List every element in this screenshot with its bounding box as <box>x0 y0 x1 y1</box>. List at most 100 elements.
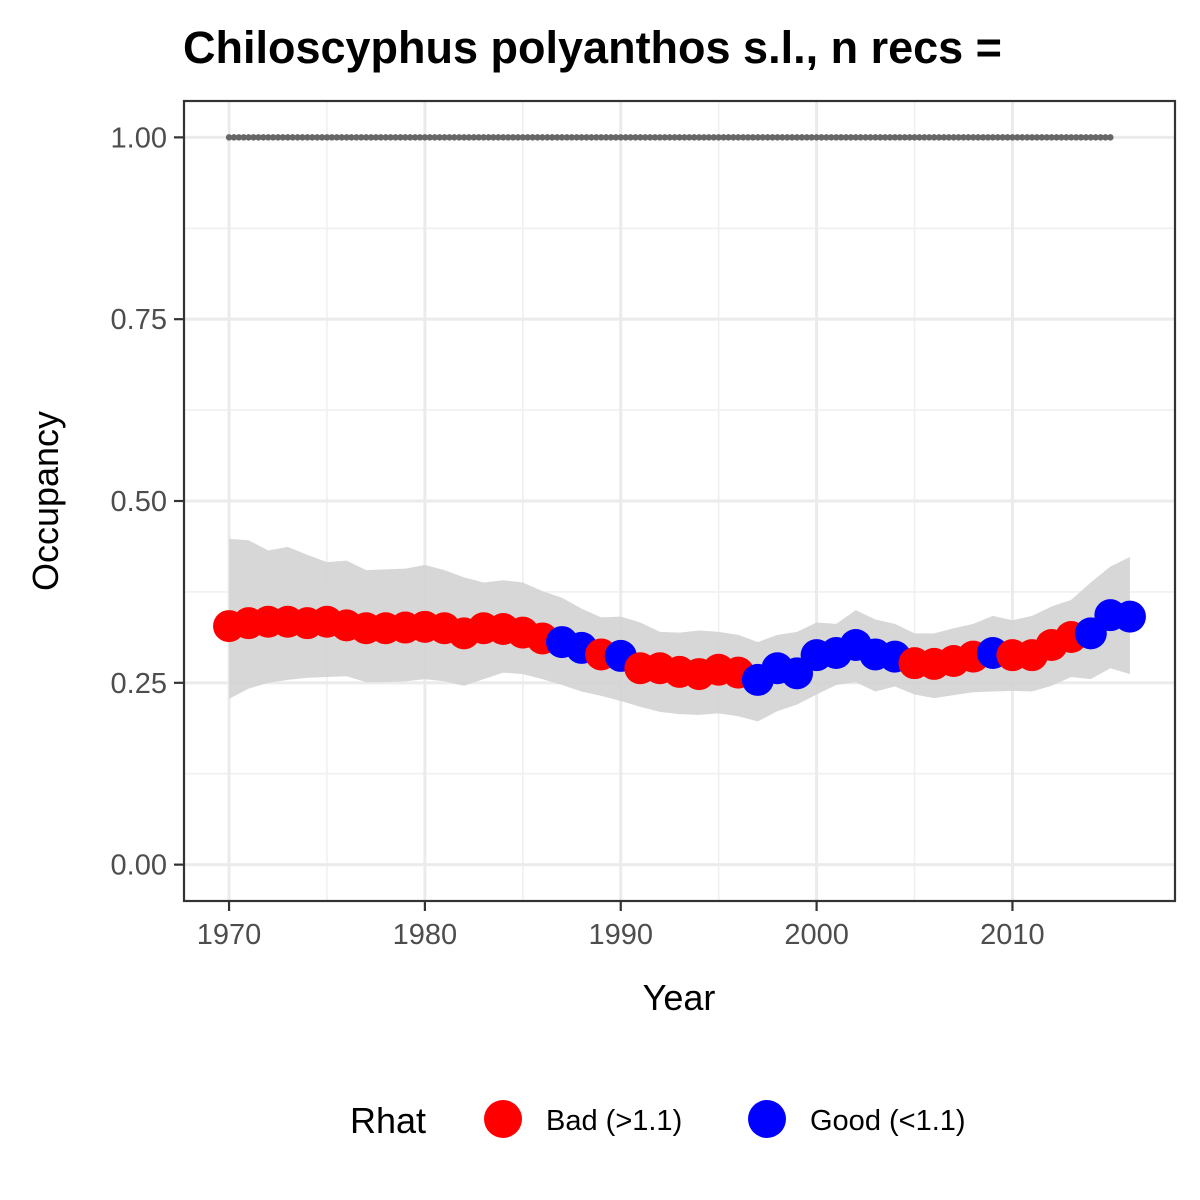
reference-dot <box>309 134 316 141</box>
reference-dot <box>622 134 629 141</box>
reference-dot <box>269 134 277 141</box>
reference-dot <box>651 134 659 141</box>
reference-dot <box>744 134 752 141</box>
reference-dot <box>563 134 571 141</box>
reference-dot <box>955 134 962 141</box>
plot-panel <box>182 99 1177 903</box>
reference-dot <box>387 134 394 141</box>
reference-dot <box>436 134 443 141</box>
reference-dot <box>926 134 933 141</box>
reference-dot <box>421 134 429 141</box>
reference-dot <box>1019 134 1026 141</box>
reference-dot <box>666 134 673 141</box>
reference-dot <box>646 134 654 141</box>
reference-dot <box>842 134 850 141</box>
reference-dot <box>465 134 473 141</box>
reference-dot <box>568 134 575 141</box>
reference-dot <box>989 134 997 141</box>
reference-dot <box>250 134 257 141</box>
reference-dot <box>862 134 869 141</box>
reference-dot <box>661 134 669 141</box>
reference-dot <box>979 134 987 141</box>
reference-dot <box>313 134 321 141</box>
reference-dot <box>558 134 566 141</box>
reference-dot <box>500 134 507 141</box>
reference-dot <box>279 134 287 141</box>
reference-dot <box>367 134 375 141</box>
x-axis-title: Year <box>643 977 716 1018</box>
reference-dot <box>1053 134 1060 141</box>
x-tick-label: 1980 <box>393 919 458 951</box>
reference-dot <box>411 134 419 141</box>
reference-dot <box>431 134 438 141</box>
reference-dot <box>225 134 233 141</box>
reference-dot <box>877 134 884 141</box>
reference-dot <box>597 134 605 141</box>
reference-dot <box>632 134 639 141</box>
reference-dot <box>627 134 634 141</box>
reference-dot <box>607 134 615 141</box>
reference-dot <box>289 134 296 141</box>
reference-dot <box>1038 134 1046 141</box>
legend-key-good <box>748 1100 786 1138</box>
reference-dot <box>299 134 306 141</box>
reference-dot <box>867 134 874 141</box>
reference-dot <box>784 134 791 141</box>
y-axis-title: Occupancy <box>25 411 66 591</box>
y-tick-label: 0.25 <box>111 668 167 700</box>
reference-dot <box>1048 134 1055 141</box>
reference-dot <box>730 134 737 141</box>
x-tick-label: 2000 <box>784 919 849 951</box>
reference-dot <box>612 134 620 141</box>
reference-dot <box>617 134 624 141</box>
x-tick-label: 1990 <box>588 919 653 951</box>
reference-dot <box>318 134 326 141</box>
reference-dot <box>700 134 708 141</box>
reference-dot <box>872 134 879 141</box>
reference-dot <box>1087 134 1094 141</box>
reference-dot <box>480 134 487 141</box>
reference-dot <box>519 134 527 141</box>
x-tick-label: 1970 <box>197 919 262 951</box>
reference-dot <box>1014 134 1021 141</box>
reference-dot <box>294 134 301 141</box>
reference-dot <box>930 134 938 141</box>
reference-dot <box>1067 134 1075 141</box>
reference-dot <box>524 134 531 141</box>
data-points <box>213 599 1146 696</box>
reference-dot <box>798 134 806 141</box>
reference-dot <box>426 134 433 141</box>
reference-dot <box>304 134 311 141</box>
reference-dot <box>534 134 541 141</box>
reference-dot <box>681 134 688 141</box>
reference-dot <box>857 134 864 141</box>
reference-dot <box>896 134 904 141</box>
reference-dot <box>911 134 918 141</box>
reference-dot <box>578 134 585 141</box>
reference-dot <box>514 134 522 141</box>
reference-dot <box>245 134 252 141</box>
reference-dot <box>637 134 644 141</box>
reference-dot <box>1009 134 1016 141</box>
reference-dot <box>1082 134 1090 141</box>
reference-dot <box>710 134 717 141</box>
reference-dot <box>818 134 825 141</box>
reference-dot <box>906 134 913 141</box>
reference-dot <box>965 134 972 141</box>
reference-dot <box>881 134 889 141</box>
reference-dot <box>808 134 815 141</box>
reference-dot <box>539 134 546 141</box>
reference-dot <box>970 134 977 141</box>
reference-dot <box>284 134 292 141</box>
reference-dot <box>974 134 982 141</box>
reference-dot <box>455 134 463 141</box>
reference-dot <box>402 134 409 141</box>
reference-dot <box>803 134 811 141</box>
legend-key-bad <box>484 1100 522 1138</box>
reference-dot <box>265 134 272 141</box>
reference-dot <box>999 134 1006 141</box>
reference-dot <box>764 134 771 141</box>
reference-dot <box>1107 134 1114 141</box>
reference-dot <box>788 134 796 141</box>
